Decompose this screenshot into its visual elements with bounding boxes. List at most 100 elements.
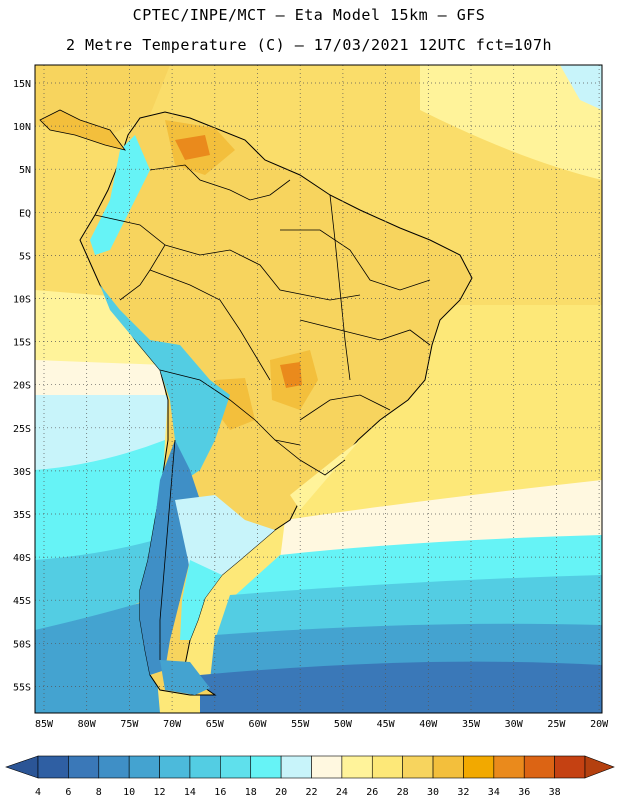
- colorbar-labels: 4 6 8 10 12 14 16 18 20 22 24 26 28 30 32 34 36 38: [35, 787, 561, 798]
- colorbar-label: 4: [35, 787, 41, 798]
- lat-tick-label: 30S: [13, 467, 31, 478]
- colorbar-label: 26: [366, 787, 378, 798]
- colorbar-label: 30: [427, 787, 439, 798]
- lat-tick-label: EQ: [19, 208, 31, 219]
- colorbar-label: 24: [336, 787, 348, 798]
- border-brazil-states-2: [299, 394, 391, 421]
- field-pacific-pale: [35, 360, 165, 404]
- lon-tick-label: 70W: [163, 719, 182, 730]
- lat-tick-label: 45S: [13, 596, 31, 607]
- field-atlantic-deepblue: [200, 661, 602, 713]
- lat-tick-label: 35S: [13, 510, 31, 521]
- lat-tick-label: 5N: [19, 165, 31, 176]
- lon-tick-label: 65W: [206, 719, 225, 730]
- chart-title: CPTEC/INPE/MCT – Eta Model 15km – GFS: [132, 6, 486, 24]
- colorbar-swatch: [554, 755, 586, 779]
- colorbar-swatch: [341, 755, 373, 779]
- field-atlantic-cyan: [230, 535, 602, 600]
- colorbar-label: 12: [154, 787, 166, 798]
- colorbar-swatch: [220, 755, 252, 779]
- colorbar-label: 38: [549, 787, 561, 798]
- andes-central-cool: [100, 285, 230, 480]
- colorbar: [5, 755, 615, 779]
- border-bolivia: [149, 269, 271, 381]
- central-america-land: [39, 109, 126, 151]
- colorbar-swatch: [189, 755, 221, 779]
- colorbar-swatch: [402, 755, 434, 779]
- colorbar-label: 14: [184, 787, 196, 798]
- colorbar-label: 34: [488, 787, 500, 798]
- country-borders: [94, 164, 431, 660]
- colorbar-swatch: [371, 755, 403, 779]
- colorbar-swatch: [68, 755, 100, 779]
- colorbar-label: 10: [123, 787, 135, 798]
- lat-tick-label: 15N: [13, 79, 31, 90]
- colorbar-label: 36: [518, 787, 530, 798]
- border-peru-ecuador: [94, 214, 166, 301]
- lon-tick-label: 50W: [334, 719, 353, 730]
- map-frame: [34, 64, 603, 714]
- map-grid: [35, 65, 602, 713]
- lon-tick-label: 25W: [547, 719, 566, 730]
- patagonia-cyan: [180, 560, 222, 640]
- lat-tick-label: 50S: [13, 639, 31, 650]
- tierra-del-fuego-cold: [160, 660, 210, 695]
- colorbar-swatch: [250, 755, 282, 779]
- border-uruguay: [274, 439, 346, 476]
- lat-tick-label: 10N: [13, 122, 31, 133]
- lat-tick-label: 25S: [13, 424, 31, 435]
- border-brazil-states-3: [280, 229, 431, 291]
- field-atlantic-teal: [215, 575, 602, 640]
- colorbar-label: 32: [457, 787, 469, 798]
- colorbar-swatch: [523, 755, 555, 779]
- colorbar-swatch: [128, 755, 160, 779]
- venezuela-hot: [175, 135, 210, 160]
- border-brazil-states-1: [299, 319, 431, 346]
- border-brazil-states-4: [329, 194, 351, 381]
- colorbar-high-arrow: [584, 755, 615, 779]
- field-pacific-teal: [35, 540, 155, 640]
- colorbar-swatch: [432, 755, 464, 779]
- lon-tick-label: 30W: [505, 719, 524, 730]
- longitude-labels: 85W 80W 75W 70W 65W 60W 55W 50W 45W 40W 35W 30W 25W 2…: [35, 719, 609, 730]
- colorbar-label: 18: [245, 787, 257, 798]
- lon-tick-label: 20W: [590, 719, 609, 730]
- lat-tick-label: 55S: [13, 682, 31, 693]
- colorbar-swatch: [493, 755, 525, 779]
- chart-subtitle: 2 Metre Temperature (C) – 17/03/2021 12U…: [65, 36, 553, 54]
- field-pacific-lightblue: [35, 395, 168, 480]
- lon-tick-label: 85W: [35, 719, 54, 730]
- lat-tick-label: 10S: [13, 295, 31, 306]
- colorbar-label: 28: [397, 787, 409, 798]
- border-argentina-north: [159, 369, 301, 446]
- colorbar-swatch: [98, 755, 130, 779]
- latitude-labels: 15N 10N 5N EQ 5S 10S 15S 20S 25S 30S 35S 40S 45S 50S 5…: [13, 79, 31, 693]
- colorbar-swatch: [463, 755, 495, 779]
- lat-tick-label: 5S: [19, 251, 31, 262]
- border-chile-argentina: [159, 439, 176, 660]
- colorbar-label: 20: [275, 787, 287, 798]
- colorbar-label: 6: [65, 787, 71, 798]
- colorbar-swatch: [37, 755, 69, 779]
- colorbar-low-arrow: [5, 755, 39, 779]
- colorbar-swatch: [280, 755, 312, 779]
- field-ne-corner: [560, 65, 602, 110]
- lon-tick-label: 75W: [120, 719, 139, 730]
- lon-tick-label: 45W: [377, 719, 396, 730]
- lon-tick-label: 60W: [248, 719, 267, 730]
- lat-tick-label: 40S: [13, 553, 31, 564]
- pantanal-hot: [280, 362, 302, 388]
- colorbar-swatch: [311, 755, 343, 779]
- lat-tick-label: 20S: [13, 381, 31, 392]
- colorbar-label: 16: [214, 787, 226, 798]
- field-pacific-blue: [35, 600, 160, 713]
- field-pacific-cyan: [35, 440, 165, 580]
- border-north: [149, 164, 291, 201]
- temperature-field: [35, 65, 602, 713]
- lon-tick-label: 80W: [78, 719, 97, 730]
- lon-tick-label: 40W: [419, 719, 438, 730]
- colorbar-label: 8: [96, 787, 102, 798]
- lon-tick-label: 55W: [291, 719, 310, 730]
- andes-north-cool: [90, 135, 150, 255]
